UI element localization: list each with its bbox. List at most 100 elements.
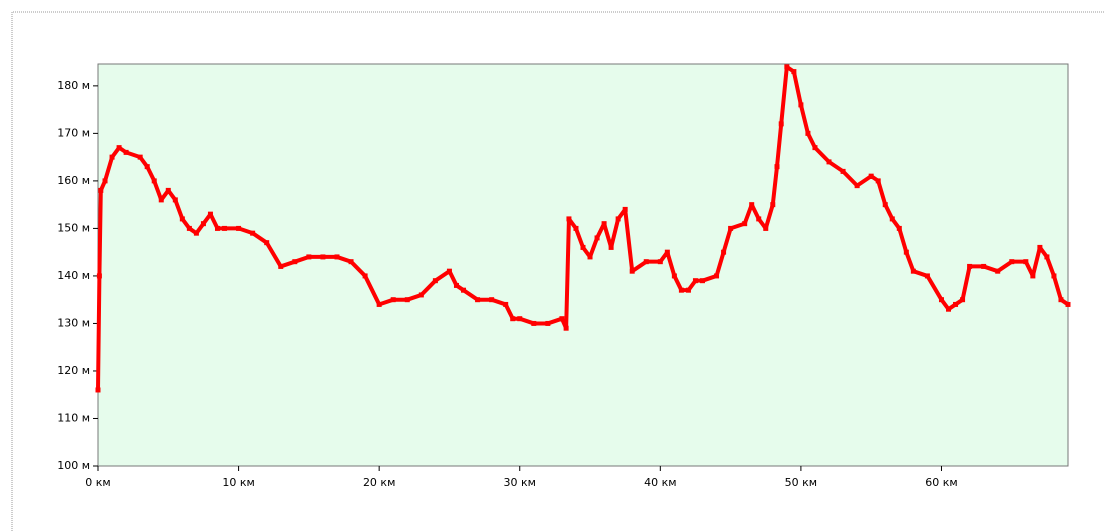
x-tick-label: 10 км xyxy=(222,476,254,489)
elevation-line xyxy=(96,64,1070,390)
point xyxy=(953,301,959,307)
y-tick-label: 120 м xyxy=(57,364,90,377)
point xyxy=(200,221,206,227)
x-tick-label: 40 км xyxy=(644,476,676,489)
point xyxy=(657,259,663,265)
point xyxy=(475,297,481,303)
point xyxy=(186,225,192,231)
point xyxy=(770,202,776,208)
point xyxy=(348,259,354,265)
point xyxy=(158,197,164,203)
point xyxy=(580,244,586,250)
point xyxy=(334,254,340,260)
point xyxy=(453,282,459,288)
y-tick-label: 150 м xyxy=(57,221,90,234)
x-tick-label: 20 км xyxy=(363,476,395,489)
x-tick-label: 30 км xyxy=(504,476,536,489)
point xyxy=(390,297,396,303)
point xyxy=(1023,259,1029,265)
point xyxy=(236,225,242,231)
point xyxy=(587,254,593,260)
point xyxy=(116,145,122,151)
point xyxy=(643,259,649,265)
point xyxy=(594,235,600,241)
point xyxy=(938,297,944,303)
point xyxy=(531,320,537,326)
point xyxy=(151,178,157,184)
point xyxy=(1065,301,1071,307)
point xyxy=(278,263,284,269)
y-tick-label: 140 м xyxy=(57,269,90,282)
point xyxy=(432,278,438,284)
point xyxy=(615,216,621,222)
point xyxy=(784,64,790,70)
point xyxy=(98,187,104,193)
point xyxy=(362,273,368,279)
point xyxy=(671,273,677,279)
y-tick-label: 170 м xyxy=(57,126,90,139)
plot-area xyxy=(97,63,1069,467)
point xyxy=(805,130,811,136)
point xyxy=(685,287,691,293)
point xyxy=(214,225,220,231)
point xyxy=(559,316,565,322)
point xyxy=(545,320,551,326)
point xyxy=(763,225,769,231)
point xyxy=(629,268,635,274)
x-tick-label: 50 км xyxy=(785,476,817,489)
point xyxy=(264,240,270,246)
point xyxy=(854,183,860,189)
point xyxy=(868,173,874,179)
point xyxy=(924,273,930,279)
point xyxy=(566,216,572,222)
point xyxy=(903,249,909,255)
point xyxy=(601,221,607,227)
x-tick-label: 0 км xyxy=(85,476,110,489)
point xyxy=(1037,244,1043,250)
point xyxy=(320,254,326,260)
point xyxy=(123,149,129,155)
point xyxy=(721,249,727,255)
point xyxy=(896,225,902,231)
point xyxy=(1058,297,1064,303)
point xyxy=(503,301,509,307)
point xyxy=(826,159,832,165)
point xyxy=(981,263,987,269)
point xyxy=(882,202,888,208)
point xyxy=(96,273,102,279)
point xyxy=(207,211,213,217)
point xyxy=(840,168,846,174)
point xyxy=(144,164,150,170)
point xyxy=(812,145,818,151)
point xyxy=(446,268,452,274)
point xyxy=(889,216,895,222)
point xyxy=(573,225,579,231)
point xyxy=(692,278,698,284)
point xyxy=(418,292,424,298)
point xyxy=(967,263,973,269)
y-tick-label: 110 м xyxy=(57,411,90,424)
point xyxy=(517,316,523,322)
y-tick-label: 130 м xyxy=(57,316,90,329)
point xyxy=(622,206,628,212)
point xyxy=(910,268,916,274)
point xyxy=(222,225,228,231)
point xyxy=(1009,259,1015,265)
point xyxy=(1044,254,1050,260)
point xyxy=(756,216,762,222)
point xyxy=(798,102,804,108)
y-tick-label: 180 м xyxy=(57,79,90,92)
point xyxy=(461,287,467,293)
point xyxy=(179,216,185,222)
point xyxy=(292,259,298,265)
point xyxy=(250,230,256,236)
point xyxy=(699,278,705,284)
point xyxy=(749,202,755,208)
point xyxy=(376,301,382,307)
point xyxy=(165,187,171,193)
point xyxy=(875,178,881,184)
point xyxy=(608,244,614,250)
point xyxy=(404,297,410,303)
y-tick-label: 100 м xyxy=(57,459,90,472)
point xyxy=(960,297,966,303)
